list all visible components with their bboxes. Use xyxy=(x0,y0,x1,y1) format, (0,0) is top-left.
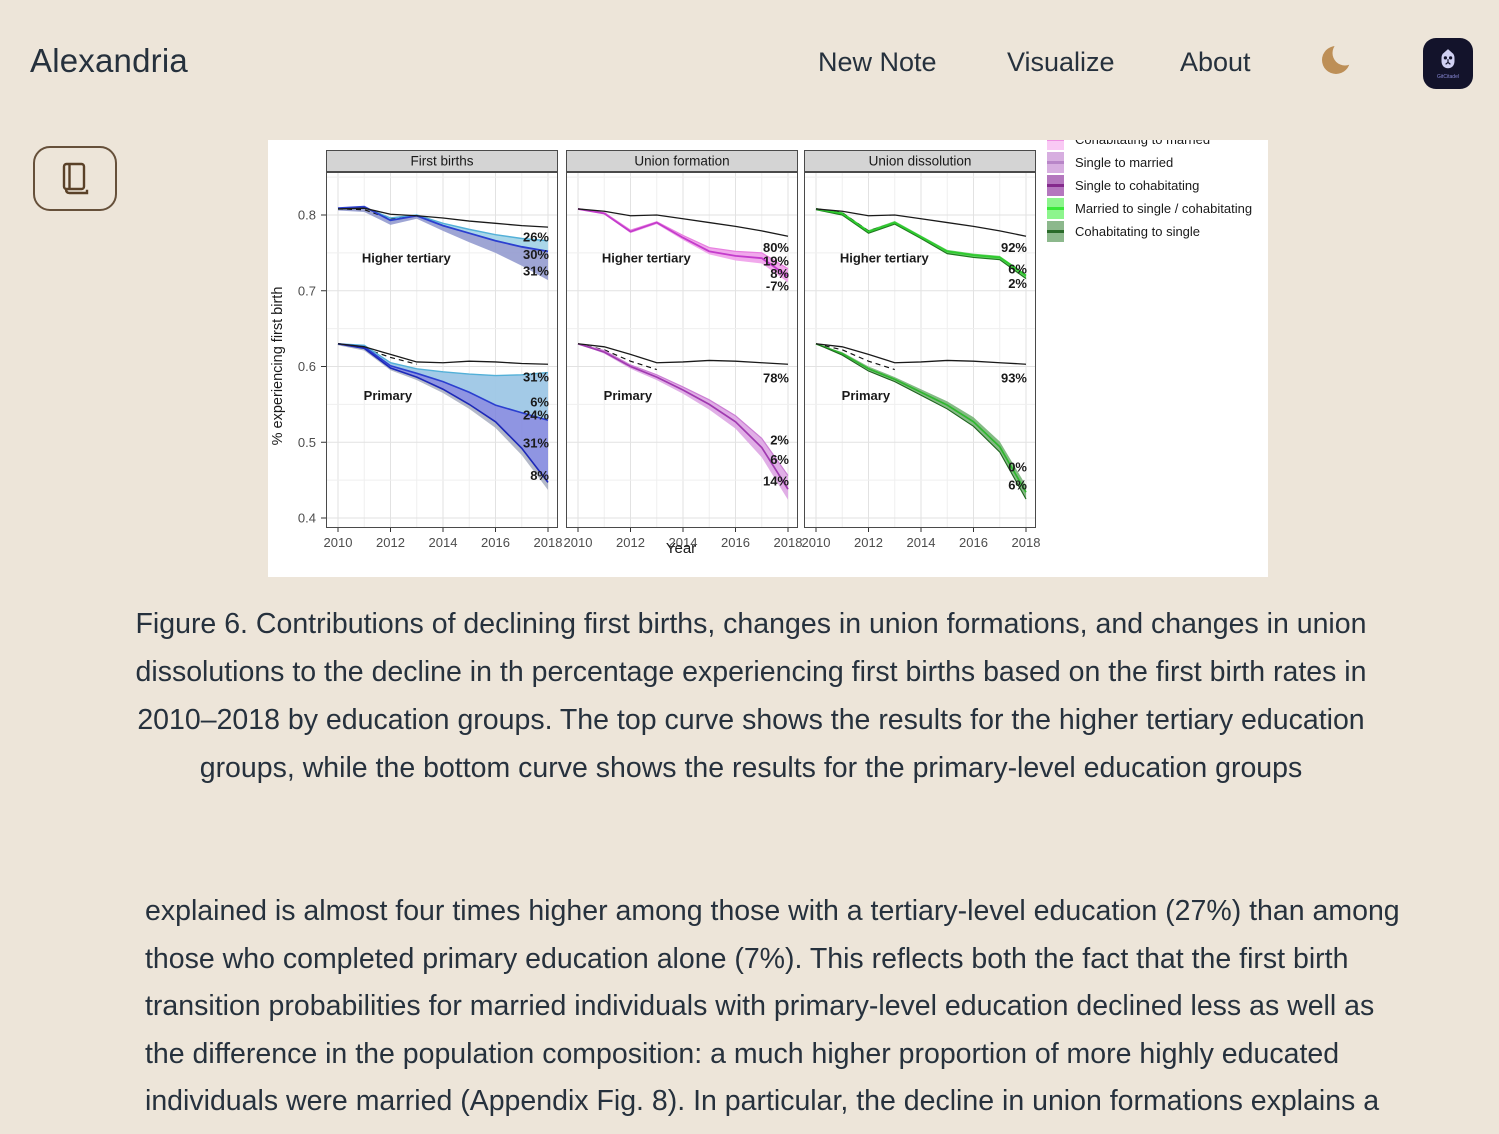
legend-swatch xyxy=(1047,221,1064,242)
svg-text:31%: 31% xyxy=(523,264,549,279)
svg-text:Higher tertiary: Higher tertiary xyxy=(840,251,930,266)
svg-text:2016: 2016 xyxy=(721,535,750,550)
gitcitadel-logo-icon xyxy=(1441,49,1455,69)
brand-logo-button[interactable]: GitCitadel xyxy=(1423,38,1473,89)
svg-text:2010: 2010 xyxy=(324,535,353,550)
chart-panel-union-dissolution: 92%6%2%Higher tertiary93%0%6%PrimaryUnio… xyxy=(802,150,1040,550)
svg-text:92%: 92% xyxy=(1001,240,1027,255)
svg-text:26%: 26% xyxy=(523,229,549,244)
nav-new-note[interactable]: New Note xyxy=(818,47,937,77)
svg-text:% experiencing first birth: % experiencing first birth xyxy=(270,287,286,446)
moon-icon xyxy=(1322,40,1358,74)
svg-text:14%: 14% xyxy=(763,473,789,488)
svg-text:2010: 2010 xyxy=(802,535,831,550)
legend-label: Cohabitating to married xyxy=(1075,140,1210,147)
svg-text:2014: 2014 xyxy=(429,535,458,550)
legend-swatch xyxy=(1047,175,1064,196)
svg-text:30%: 30% xyxy=(523,247,549,262)
svg-text:Union dissolution: Union dissolution xyxy=(869,154,972,169)
svg-text:6%: 6% xyxy=(530,395,549,410)
brand-label: GitCitadel xyxy=(1437,74,1459,80)
svg-text:2012: 2012 xyxy=(376,535,405,550)
svg-text:2018: 2018 xyxy=(1012,535,1041,550)
app-title: Alexandria xyxy=(30,42,188,79)
svg-text:2018: 2018 xyxy=(534,535,563,550)
svg-text:19%: 19% xyxy=(763,254,789,269)
svg-text:6%: 6% xyxy=(1008,478,1027,493)
svg-text:31%: 31% xyxy=(523,370,549,385)
legend-swatch xyxy=(1047,140,1064,150)
figure-image: % experiencing first birth 0.4 0.5 0.6 0.7 0.… xyxy=(268,140,1268,577)
svg-text:6%: 6% xyxy=(1008,262,1027,277)
legend-item: Married to single / cohabitating xyxy=(1047,197,1252,220)
nav-visualize[interactable]: Visualize xyxy=(1007,47,1115,77)
svg-text:2018: 2018 xyxy=(774,535,803,550)
svg-text:93%: 93% xyxy=(1001,370,1027,385)
svg-text:80%: 80% xyxy=(763,240,789,255)
body-paragraph: explained is almost four times higher am… xyxy=(145,888,1403,1134)
svg-text:6%: 6% xyxy=(770,452,789,467)
legend-item: Single to married xyxy=(1047,151,1252,174)
svg-text:78%: 78% xyxy=(763,370,789,385)
svg-text:-7%: -7% xyxy=(766,279,790,294)
legend-swatch xyxy=(1047,198,1064,219)
chart-x-axis-title: Year xyxy=(665,540,697,557)
svg-text:Primary: Primary xyxy=(604,388,653,403)
legend-item: Single to cohabitating xyxy=(1047,174,1252,197)
theme-toggle-button[interactable] xyxy=(1320,40,1358,80)
chart-panel-first-births: 26% 30% 31% Higher tertiary 31% 6%24% 31% 8% Pri… xyxy=(324,150,562,550)
body-paragraph-text: explained is almost four times higher am… xyxy=(145,895,1400,1117)
svg-text:0.8: 0.8 xyxy=(298,208,316,223)
svg-text:24%: 24% xyxy=(523,407,549,422)
svg-text:0.5: 0.5 xyxy=(298,435,316,450)
legend-item: Cohabitating to single xyxy=(1047,220,1252,243)
nav-about[interactable]: About xyxy=(1180,47,1251,77)
svg-text:31%: 31% xyxy=(523,436,549,451)
reader-button[interactable] xyxy=(33,146,117,211)
svg-text:2%: 2% xyxy=(1008,276,1027,291)
legend-swatch xyxy=(1047,152,1064,173)
svg-text:0%: 0% xyxy=(1008,459,1027,474)
svg-text:2016: 2016 xyxy=(481,535,510,550)
svg-text:2012: 2012 xyxy=(854,535,883,550)
legend-item: Cohabitating to married xyxy=(1047,140,1252,151)
legend-label: Cohabitating to single xyxy=(1075,224,1201,239)
svg-text:2014: 2014 xyxy=(669,535,698,550)
legend-label: Single to cohabitating xyxy=(1075,178,1200,193)
legend-label: Married to single / cohabitating xyxy=(1075,201,1253,216)
svg-text:8%: 8% xyxy=(530,468,549,483)
book-icon xyxy=(62,162,89,194)
svg-text:Union formation: Union formation xyxy=(634,154,729,169)
svg-text:First births: First births xyxy=(410,154,473,169)
svg-text:0.4: 0.4 xyxy=(298,511,316,526)
svg-text:Higher tertiary: Higher tertiary xyxy=(362,251,452,266)
chart-y-axis: % experiencing first birth 0.4 0.5 0.6 0.7 0.… xyxy=(270,208,326,526)
svg-text:2%: 2% xyxy=(770,432,789,447)
svg-text:8%: 8% xyxy=(770,266,789,281)
svg-text:Higher tertiary: Higher tertiary xyxy=(602,251,692,266)
svg-text:2012: 2012 xyxy=(616,535,645,550)
svg-text:2016: 2016 xyxy=(959,535,988,550)
svg-text:0.7: 0.7 xyxy=(298,283,316,298)
chart-panel-union-formation: 80%19%8%-7% Higher tertiary 78% 2% 6% 14% Prim… xyxy=(564,150,802,550)
figure-caption: Figure 6. Contributions of declining fir… xyxy=(135,608,1367,784)
svg-text:Primary: Primary xyxy=(364,388,413,403)
svg-text:2010: 2010 xyxy=(564,535,593,550)
chart-legend: Cohabitating to married Single to married… xyxy=(1047,140,1252,243)
body-paragraph-partial-line: particular, the decline in union formati… xyxy=(145,1085,1380,1134)
svg-text:2014: 2014 xyxy=(907,535,936,550)
svg-text:0.6: 0.6 xyxy=(298,359,316,374)
legend-label: Single to married xyxy=(1075,155,1174,170)
svg-text:Primary: Primary xyxy=(842,388,891,403)
